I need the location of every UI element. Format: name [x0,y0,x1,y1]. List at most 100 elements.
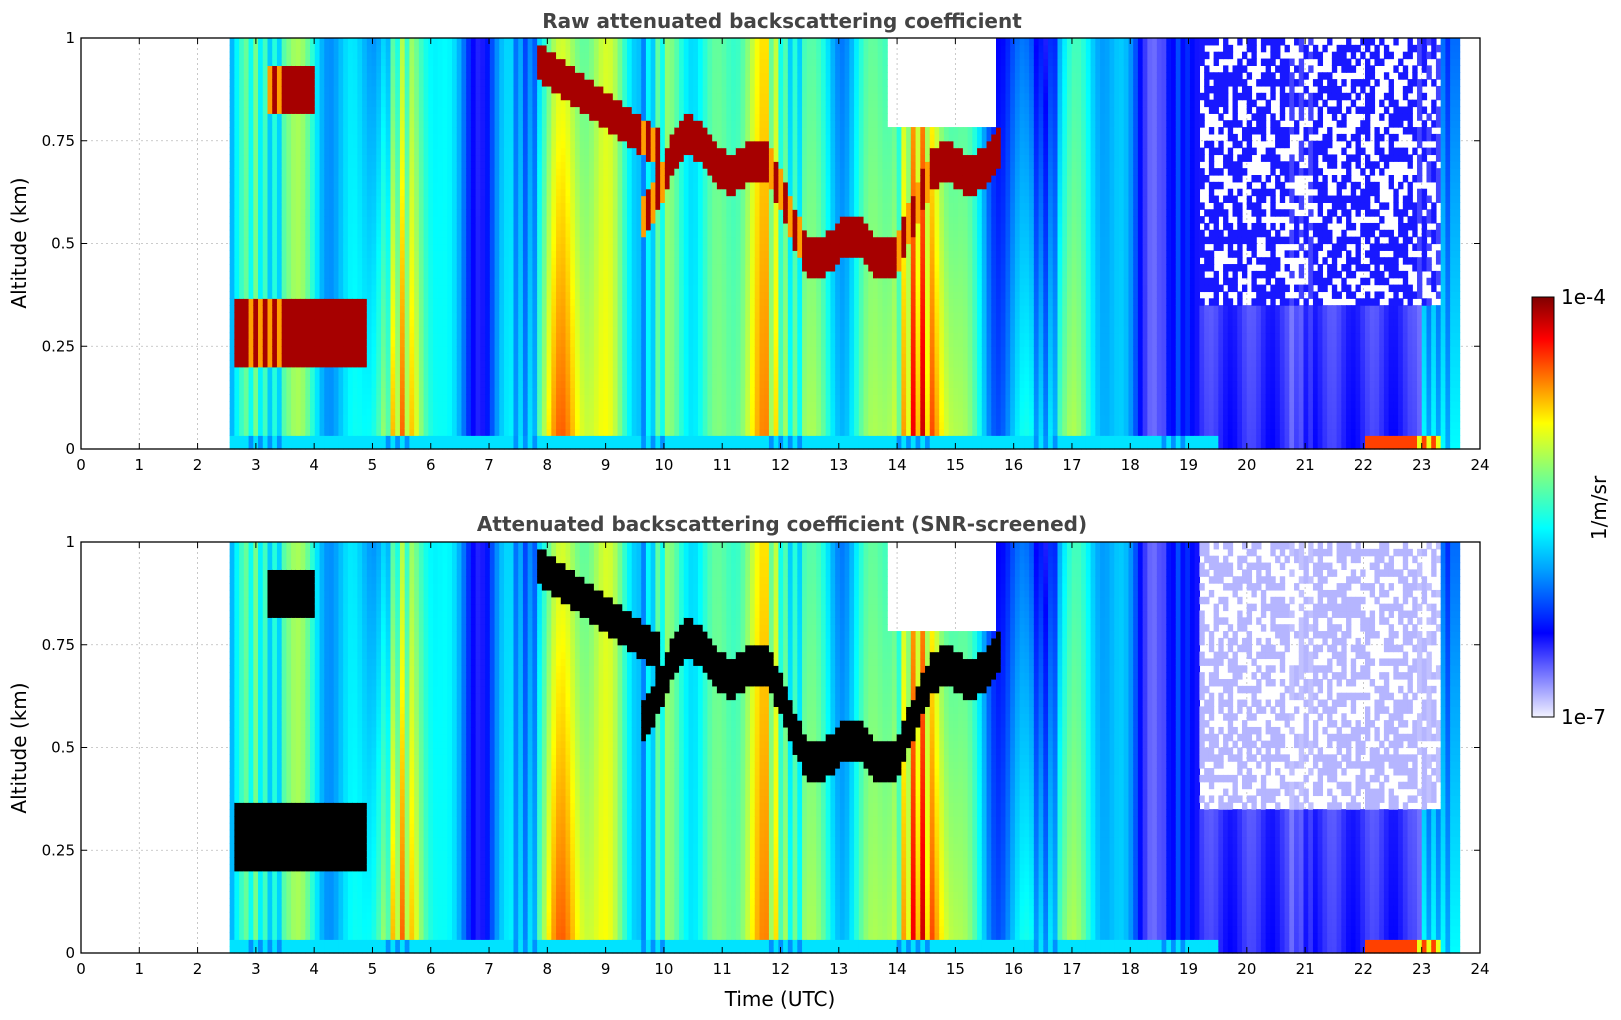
heatmap-cell [579,147,586,156]
heatmap-cell [560,92,567,101]
heatmap-cell [300,366,306,375]
heatmap-cell [456,140,463,149]
heatmap-cell [381,113,387,121]
heatmap-cell [385,414,392,423]
heatmap-cell [229,401,235,409]
heatmap-cell [328,120,335,128]
heatmap-cell [423,222,429,231]
heatmap-cell [499,188,505,197]
heatmap-cell [570,421,576,430]
heatmap-cell [314,401,321,409]
heatmap-cell [243,250,250,258]
heatmap-cell [414,332,420,340]
heatmap-cell [253,325,259,334]
heatmap-cell [352,113,358,121]
heatmap-cell [494,394,500,402]
heatmap-cell [522,414,529,423]
heatmap-cell [262,346,269,354]
heatmap-cell [608,236,614,245]
heatmap-cell [333,305,340,313]
heatmap-cell [513,127,519,135]
heatmap-cell [556,168,562,176]
heatmap-cell [376,51,382,60]
heatmap-cell [570,332,576,340]
heatmap-cell [470,318,477,327]
heatmap-cell [612,229,619,238]
heatmap-cell [494,284,500,293]
heatmap-cell [447,120,453,128]
heatmap-cell [243,421,250,430]
heatmap-cell [522,222,529,231]
heatmap-cell [229,154,235,162]
heatmap-cell [409,318,415,327]
heatmap-cell [551,414,557,423]
heatmap-cell [385,168,392,176]
heatmap-cell [589,373,595,382]
heatmap-cell [314,133,321,142]
heatmap-cell [347,291,354,299]
heatmap-cell [560,264,567,272]
heatmap-cell [399,222,406,231]
heatmap-cell [272,181,278,190]
heatmap-cell [617,380,623,388]
heatmap-cell [541,44,548,53]
heatmap-cell [466,65,472,73]
heatmap-cell [262,250,269,258]
heatmap-cell [494,65,500,73]
heatmap-cell [593,65,600,73]
heatmap-cell [494,312,500,320]
heatmap-cell [527,127,533,135]
heatmap-cell [281,250,288,258]
heatmap-cell [527,298,533,306]
heatmap-cell [253,435,259,443]
heatmap-cell [253,147,259,156]
heatmap-cell [253,298,259,306]
heatmap-cell [565,209,571,217]
heatmap-cell [414,442,420,450]
heatmap-cell [281,353,288,361]
heatmap-cell [272,270,278,279]
heatmap-cell [499,216,505,224]
heatmap-cell [461,305,467,313]
heatmap-cell [253,140,259,149]
heatmap-cell [314,277,321,286]
heatmap-cell [603,421,609,430]
heatmap-cell [333,85,340,94]
heatmap-cell [276,318,283,327]
heatmap-cell [617,353,623,361]
heatmap-cell [291,79,297,87]
heatmap-cell [324,113,330,121]
heatmap-cell [593,175,600,183]
heatmap-cell [598,421,604,430]
heatmap-cell [319,120,325,128]
heatmap-cell [612,387,619,395]
heatmap-cell [328,264,335,272]
heatmap-cell [376,250,382,258]
heatmap-cell [447,353,453,361]
heatmap-cell [399,339,406,347]
heatmap-cell [570,99,576,108]
heatmap-cell [276,79,283,87]
heatmap-cell [409,140,415,149]
heatmap-cell [456,216,463,224]
heatmap-cell [442,188,448,197]
heatmap-cell [248,414,254,423]
heatmap-cell [347,181,354,190]
heatmap-cell [376,195,382,203]
heatmap-cell [310,407,316,416]
heatmap-cell [362,353,368,361]
heatmap-cell [300,120,306,128]
heatmap-cell [579,65,586,73]
heatmap-cell [428,407,434,416]
heatmap-cell [229,435,235,443]
heatmap-cell [570,298,576,306]
heatmap-cell [272,243,278,251]
heatmap-cell [295,236,302,245]
heatmap-cell [295,133,302,142]
heatmap-cell [319,284,325,293]
heatmap-cell [414,92,420,101]
heatmap-cell [234,387,240,395]
heatmap-cell [248,113,254,121]
heatmap-cell [527,373,533,382]
heatmap-cell [319,175,325,183]
